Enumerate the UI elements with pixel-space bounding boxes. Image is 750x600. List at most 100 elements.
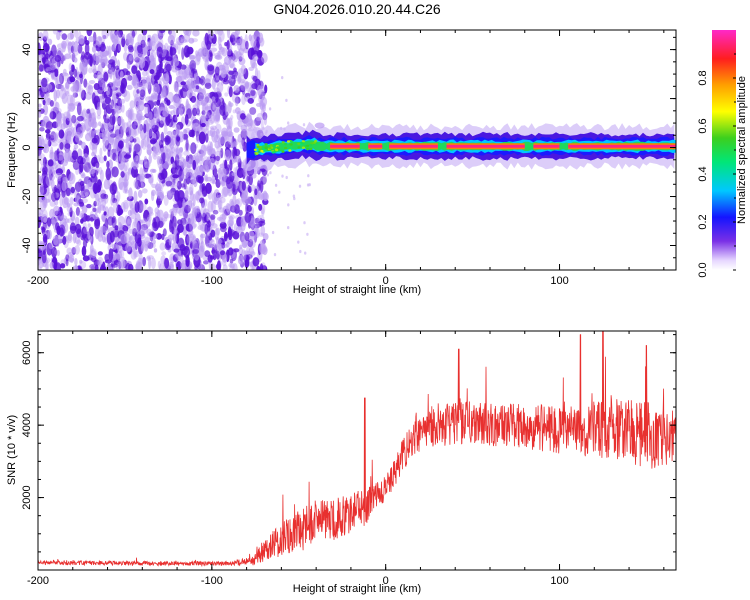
spectrogram-speckle	[54, 54, 62, 63]
spectrogram-speckle	[250, 89, 256, 97]
spectrogram-speckle	[136, 220, 142, 232]
spectrogram-speckle	[38, 112, 42, 118]
spectrogram-speckle	[148, 128, 153, 139]
spectrogram-speckle	[240, 113, 246, 120]
spectrogram-speckle	[90, 256, 97, 263]
spectrogram-speckle	[124, 233, 131, 244]
spectrogram-speckle	[150, 118, 156, 129]
spectrogram-speckle	[197, 98, 204, 106]
spectrogram-speckle	[166, 130, 173, 136]
spectrogram-speckle	[228, 247, 234, 256]
spectrogram-speckle	[120, 171, 125, 178]
spectrogram-onset-speckle	[289, 147, 293, 150]
spectrogram-speckle	[217, 36, 222, 46]
spectrogram-speckle	[38, 216, 41, 229]
spectrogram-speckle	[47, 38, 53, 45]
spectrogram-speckle	[123, 201, 129, 213]
spectrogram-speckle	[59, 87, 67, 100]
spectrogram-speckle	[53, 235, 61, 247]
spectrogram-speckle	[70, 64, 75, 72]
spectrogram-speckle	[88, 80, 96, 84]
spectrogram-speckle	[160, 100, 168, 112]
spectrogram-x-tick-label: 0	[383, 275, 389, 287]
spectrogram-speckle	[121, 36, 126, 48]
spectrogram-speckle	[158, 30, 166, 34]
spectrogram-speckle	[199, 75, 206, 86]
spectrogram-speckle	[233, 167, 238, 175]
spectrogram-speckle	[150, 139, 156, 145]
spectrogram-speckle	[73, 202, 80, 207]
spectrogram-speckle	[55, 172, 63, 179]
spectrogram-speckle	[38, 209, 44, 216]
spectrogram-speckle	[170, 110, 176, 116]
spectrogram-speckle	[61, 159, 68, 167]
spectrogram-speckle	[260, 225, 266, 236]
spectrogram-speckle	[229, 34, 236, 43]
spectrogram-onset-speckle	[309, 147, 313, 151]
spectrogram-speckle	[51, 191, 57, 202]
spectrogram-speckle	[91, 46, 97, 53]
spectrogram-speckle	[62, 235, 67, 245]
spectrogram-speckle	[244, 80, 250, 90]
spectrogram-speckle	[255, 116, 262, 122]
spectrogram-speckle	[64, 176, 68, 190]
spectrogram-speckle	[161, 233, 165, 240]
spectrogram-speckle	[240, 249, 247, 262]
spectrogram-speckle	[57, 180, 63, 193]
spectrogram-speckle	[162, 109, 170, 117]
spectrogram-speckle	[137, 189, 143, 198]
spectrogram-speckle	[50, 64, 56, 71]
spectrogram-speckle	[258, 180, 261, 184]
spectrogram-onset-speckle	[253, 148, 257, 151]
spectrogram-speckle	[96, 54, 102, 63]
spectrogram-speckle	[49, 151, 56, 160]
spectrogram-speckle	[201, 183, 206, 192]
spectrogram-speckle	[185, 234, 190, 246]
spectrogram-speckle	[174, 181, 179, 187]
spectrogram-speckle	[74, 235, 81, 245]
spectrogram-speckle	[38, 241, 46, 252]
spectrogram-speckle	[136, 44, 143, 54]
spectrogram-speckle	[122, 225, 129, 232]
spectrogram-speckle	[212, 104, 217, 111]
spectrogram-speckle	[90, 175, 98, 184]
snr-series-line	[38, 331, 676, 567]
spectrogram-speckle	[199, 233, 206, 239]
spectrogram-speckle	[49, 100, 54, 107]
spectrogram-speckle	[85, 91, 92, 100]
spectrogram-speckle	[98, 156, 105, 164]
spectrogram-speckle	[106, 160, 110, 169]
spectrogram-speckle	[232, 141, 237, 150]
spectrogram-speckle	[259, 242, 267, 255]
spectrogram-speckle	[93, 129, 98, 134]
spectrogram-speckle	[218, 43, 223, 51]
spectrogram-speckle	[185, 67, 192, 75]
spectrogram-speckle	[45, 173, 53, 187]
spectrogram-onset-speckle	[268, 147, 272, 150]
spectrogram-speckle	[144, 243, 149, 252]
spectrogram-speckle	[91, 137, 98, 144]
spectrogram-speckle	[240, 79, 246, 84]
spectrogram-speckle	[146, 149, 152, 155]
spectrogram-speckle	[252, 54, 259, 62]
spectrogram-speckle	[100, 225, 107, 233]
spectrogram-speckle	[76, 102, 82, 116]
spectrogram-speckle	[263, 116, 267, 126]
spectrogram-speckle	[181, 47, 185, 60]
spectrogram-speckle	[173, 203, 179, 208]
spectrogram-speckle	[96, 71, 103, 81]
spectrogram-speckle	[297, 240, 300, 244]
spectrogram-speckle	[226, 131, 234, 138]
spectrogram-speckle	[213, 196, 220, 205]
spectrogram-speckle	[88, 67, 93, 74]
spectrogram-speckle	[249, 107, 257, 115]
spectrogram-speckle	[71, 246, 77, 254]
spectrogram-speckle	[159, 166, 163, 174]
colorbar-label: Normalized spectral amplitude	[736, 76, 748, 224]
spectrogram-speckle	[216, 145, 222, 153]
spectrogram-speckle	[255, 36, 261, 48]
spectrogram-speckle	[133, 190, 138, 204]
spectrogram-speckle	[100, 193, 107, 199]
spectrogram-speckle	[190, 142, 197, 155]
